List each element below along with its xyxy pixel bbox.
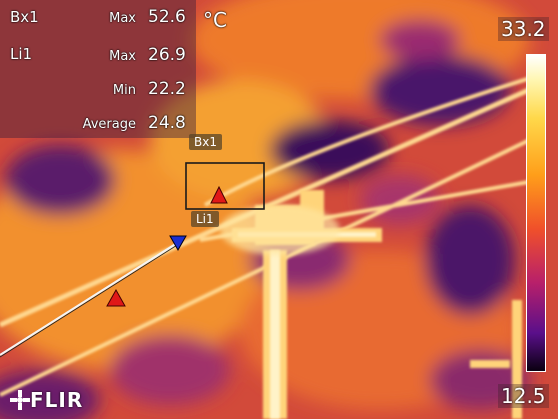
color-scale-bar [526, 54, 546, 372]
measurement-box-bx1 [185, 162, 265, 210]
hot-spot-marker-line [106, 288, 126, 307]
line-avg-label: Average [82, 117, 136, 132]
scale-min-value: 12.5 [498, 384, 549, 408]
box-tool-tag[interactable]: Bx1 [189, 134, 222, 150]
flir-logo-icon [10, 390, 30, 410]
temperature-unit: °C [203, 8, 227, 32]
line-tool-tag[interactable]: Li1 [191, 211, 219, 227]
measurement-line-li1 [0, 239, 183, 356]
line-min-label: Min [112, 83, 136, 98]
box-max-value: 52.6 [148, 7, 186, 27]
line-max-value: 26.9 [148, 45, 186, 65]
scale-max-value: 33.2 [498, 17, 549, 41]
box-stat-label: Max [109, 11, 136, 26]
flir-logo: FLIR [10, 388, 83, 412]
line-max-label: Max [109, 49, 136, 64]
line-name: Li1 [10, 45, 33, 63]
line-avg-value: 24.8 [148, 113, 186, 133]
box-name: Bx1 [10, 8, 39, 26]
cold-spot-marker-line [169, 235, 187, 252]
brand-name: FLIR [30, 388, 84, 412]
measurement-panel [0, 0, 196, 138]
hot-spot-marker-box [210, 185, 228, 204]
line-min-value: 22.2 [148, 79, 186, 99]
